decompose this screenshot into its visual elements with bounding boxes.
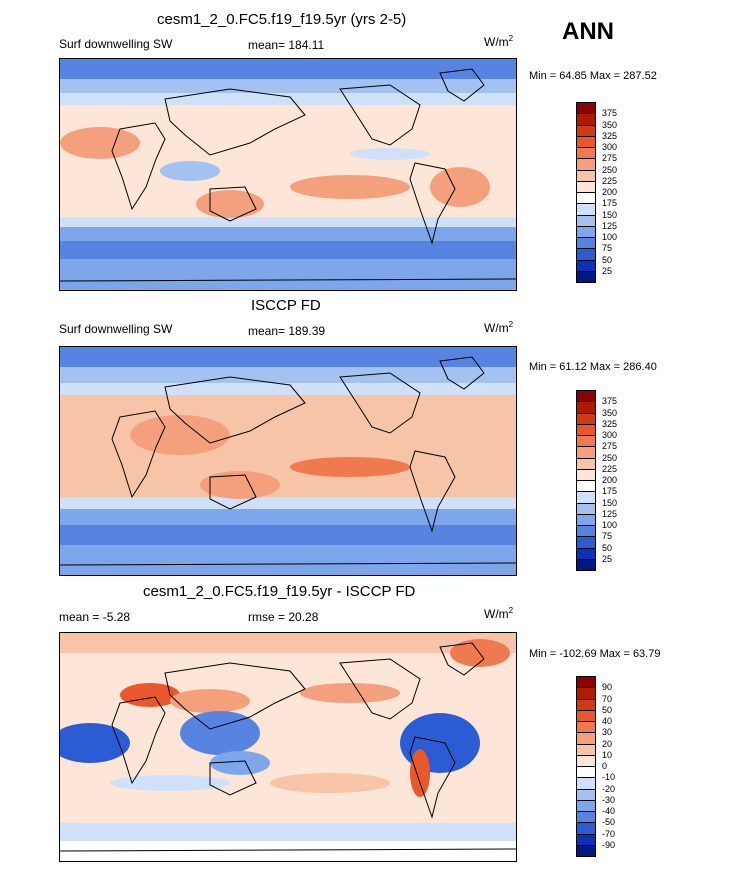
panel-3-title: cesm1_2_0.FC5.f19_f19.5yr - ISCCP FD xyxy=(143,583,416,600)
colorbar-tick-label: 70 xyxy=(602,693,613,704)
colorbar-tick-label: 275 xyxy=(602,441,618,452)
colorbar-tick-label: 50 xyxy=(602,542,613,553)
colorbar-tick-label: 25 xyxy=(602,553,613,564)
panel-2-left-label: Surf downwelling SW xyxy=(59,322,173,336)
colorbar-tick-label: -90 xyxy=(602,839,616,850)
colorbar-swatch xyxy=(576,844,596,857)
panel-3-colorbar: 90 70 50 40 30 20 10 0 -10 -20 -30 -40 -50 -70 -90 xyxy=(576,676,636,857)
colorbar-tick-label: -70 xyxy=(602,828,616,839)
panel-1-title: cesm1_2_0.FC5.f19_f19.5yr (yrs 2-5) xyxy=(157,11,407,28)
colorbar-tick-label: 350 xyxy=(602,119,618,130)
colorbar-tick-label: 300 xyxy=(602,430,618,440)
panel-2-title: ISCCP FD xyxy=(251,297,321,314)
panel-1-map-svg xyxy=(60,59,516,290)
panel-1-colorbar: 375 350 325 300 275 250 225 200 175 150 125 100 75 50… xyxy=(576,102,636,283)
colorbar-tick-label: 50 xyxy=(602,254,613,265)
colorbar-tick-label: 325 xyxy=(602,130,618,141)
colorbar-tick-label: 225 xyxy=(602,463,618,474)
colorbar-tick-label: -50 xyxy=(602,817,616,828)
panel-1-units: W/m2 xyxy=(484,34,514,49)
colorbar-tick-label: 175 xyxy=(602,486,618,497)
colorbar-tick-label: 0 xyxy=(602,761,608,771)
panel-3-units: W/m2 xyxy=(484,606,514,621)
colorbar-tick-label: -10 xyxy=(602,772,616,783)
panel-3-map xyxy=(59,632,517,862)
colorbar-tick-label: 40 xyxy=(602,716,613,726)
colorbar-tick-label: 10 xyxy=(602,749,613,760)
colorbar-swatch xyxy=(576,558,596,571)
panel-2-mean: mean= 189.39 xyxy=(248,324,326,338)
colorbar-tick-label: 175 xyxy=(602,198,618,209)
colorbar-tick-label: 250 xyxy=(602,452,618,463)
panel-2-minmax: Min = 61.12 Max = 286.40 xyxy=(529,361,657,373)
colorbar-tick-label: 25 xyxy=(602,265,613,276)
colorbar-tick-label: -30 xyxy=(602,794,616,805)
colorbar-tick-label: 75 xyxy=(602,243,613,254)
panel-1-minmax: Min = 64.85 Max = 287.52 xyxy=(529,70,657,82)
panel-2-colorbar: 375 350 325 300 275 250 225 200 175 150 125 100 75 50… xyxy=(576,390,636,571)
panel-2-units: W/m2 xyxy=(484,320,514,335)
panel-3-map-svg xyxy=(60,633,516,861)
colorbar-tick-label: 275 xyxy=(602,153,618,164)
panel-3-minmax: Min = -102.69 Max = 63.79 xyxy=(529,648,661,660)
colorbar-tick-label: 250 xyxy=(602,164,618,175)
colorbar-tick-label: 90 xyxy=(602,682,613,693)
season-label: ANN xyxy=(562,18,614,45)
colorbar-tick-label: 375 xyxy=(602,108,618,119)
panel-1-left-label: Surf downwelling SW xyxy=(59,37,173,51)
colorbar-tick-label: 50 xyxy=(602,704,613,715)
colorbar-tick-label: 150 xyxy=(602,497,618,508)
colorbar-tick-label: -20 xyxy=(602,783,616,794)
colorbar-tick-label: 20 xyxy=(602,738,613,749)
colorbar-tick-label: 100 xyxy=(602,232,618,242)
colorbar-swatch xyxy=(576,270,596,283)
colorbar-tick-label: 125 xyxy=(602,508,618,519)
colorbar-tick-label: 375 xyxy=(602,396,618,407)
colorbar-tick-label: 30 xyxy=(602,727,613,738)
colorbar-tick-label: 200 xyxy=(602,475,618,485)
colorbar-tick-label: 100 xyxy=(602,520,618,530)
colorbar-tick-label: 350 xyxy=(602,407,618,418)
colorbar-tick-label: 300 xyxy=(602,142,618,152)
panel-1-mean: mean= 184.11 xyxy=(248,38,325,52)
colorbar-tick-label: -40 xyxy=(602,806,616,816)
colorbar-tick-label: 75 xyxy=(602,531,613,542)
panel-1-map xyxy=(59,58,517,291)
panel-3-left-label: mean = -5.28 xyxy=(59,610,131,624)
colorbar-tick-label: 150 xyxy=(602,209,618,220)
panel-2-map xyxy=(59,346,517,576)
colorbar-tick-label: 325 xyxy=(602,418,618,429)
panel-2-map-svg xyxy=(60,347,516,575)
colorbar-tick-label: 225 xyxy=(602,175,618,186)
colorbar-tick-label: 200 xyxy=(602,187,618,197)
colorbar-tick-label: 125 xyxy=(602,220,618,231)
panel-3-rmse: rmse = 20.28 xyxy=(248,610,319,624)
